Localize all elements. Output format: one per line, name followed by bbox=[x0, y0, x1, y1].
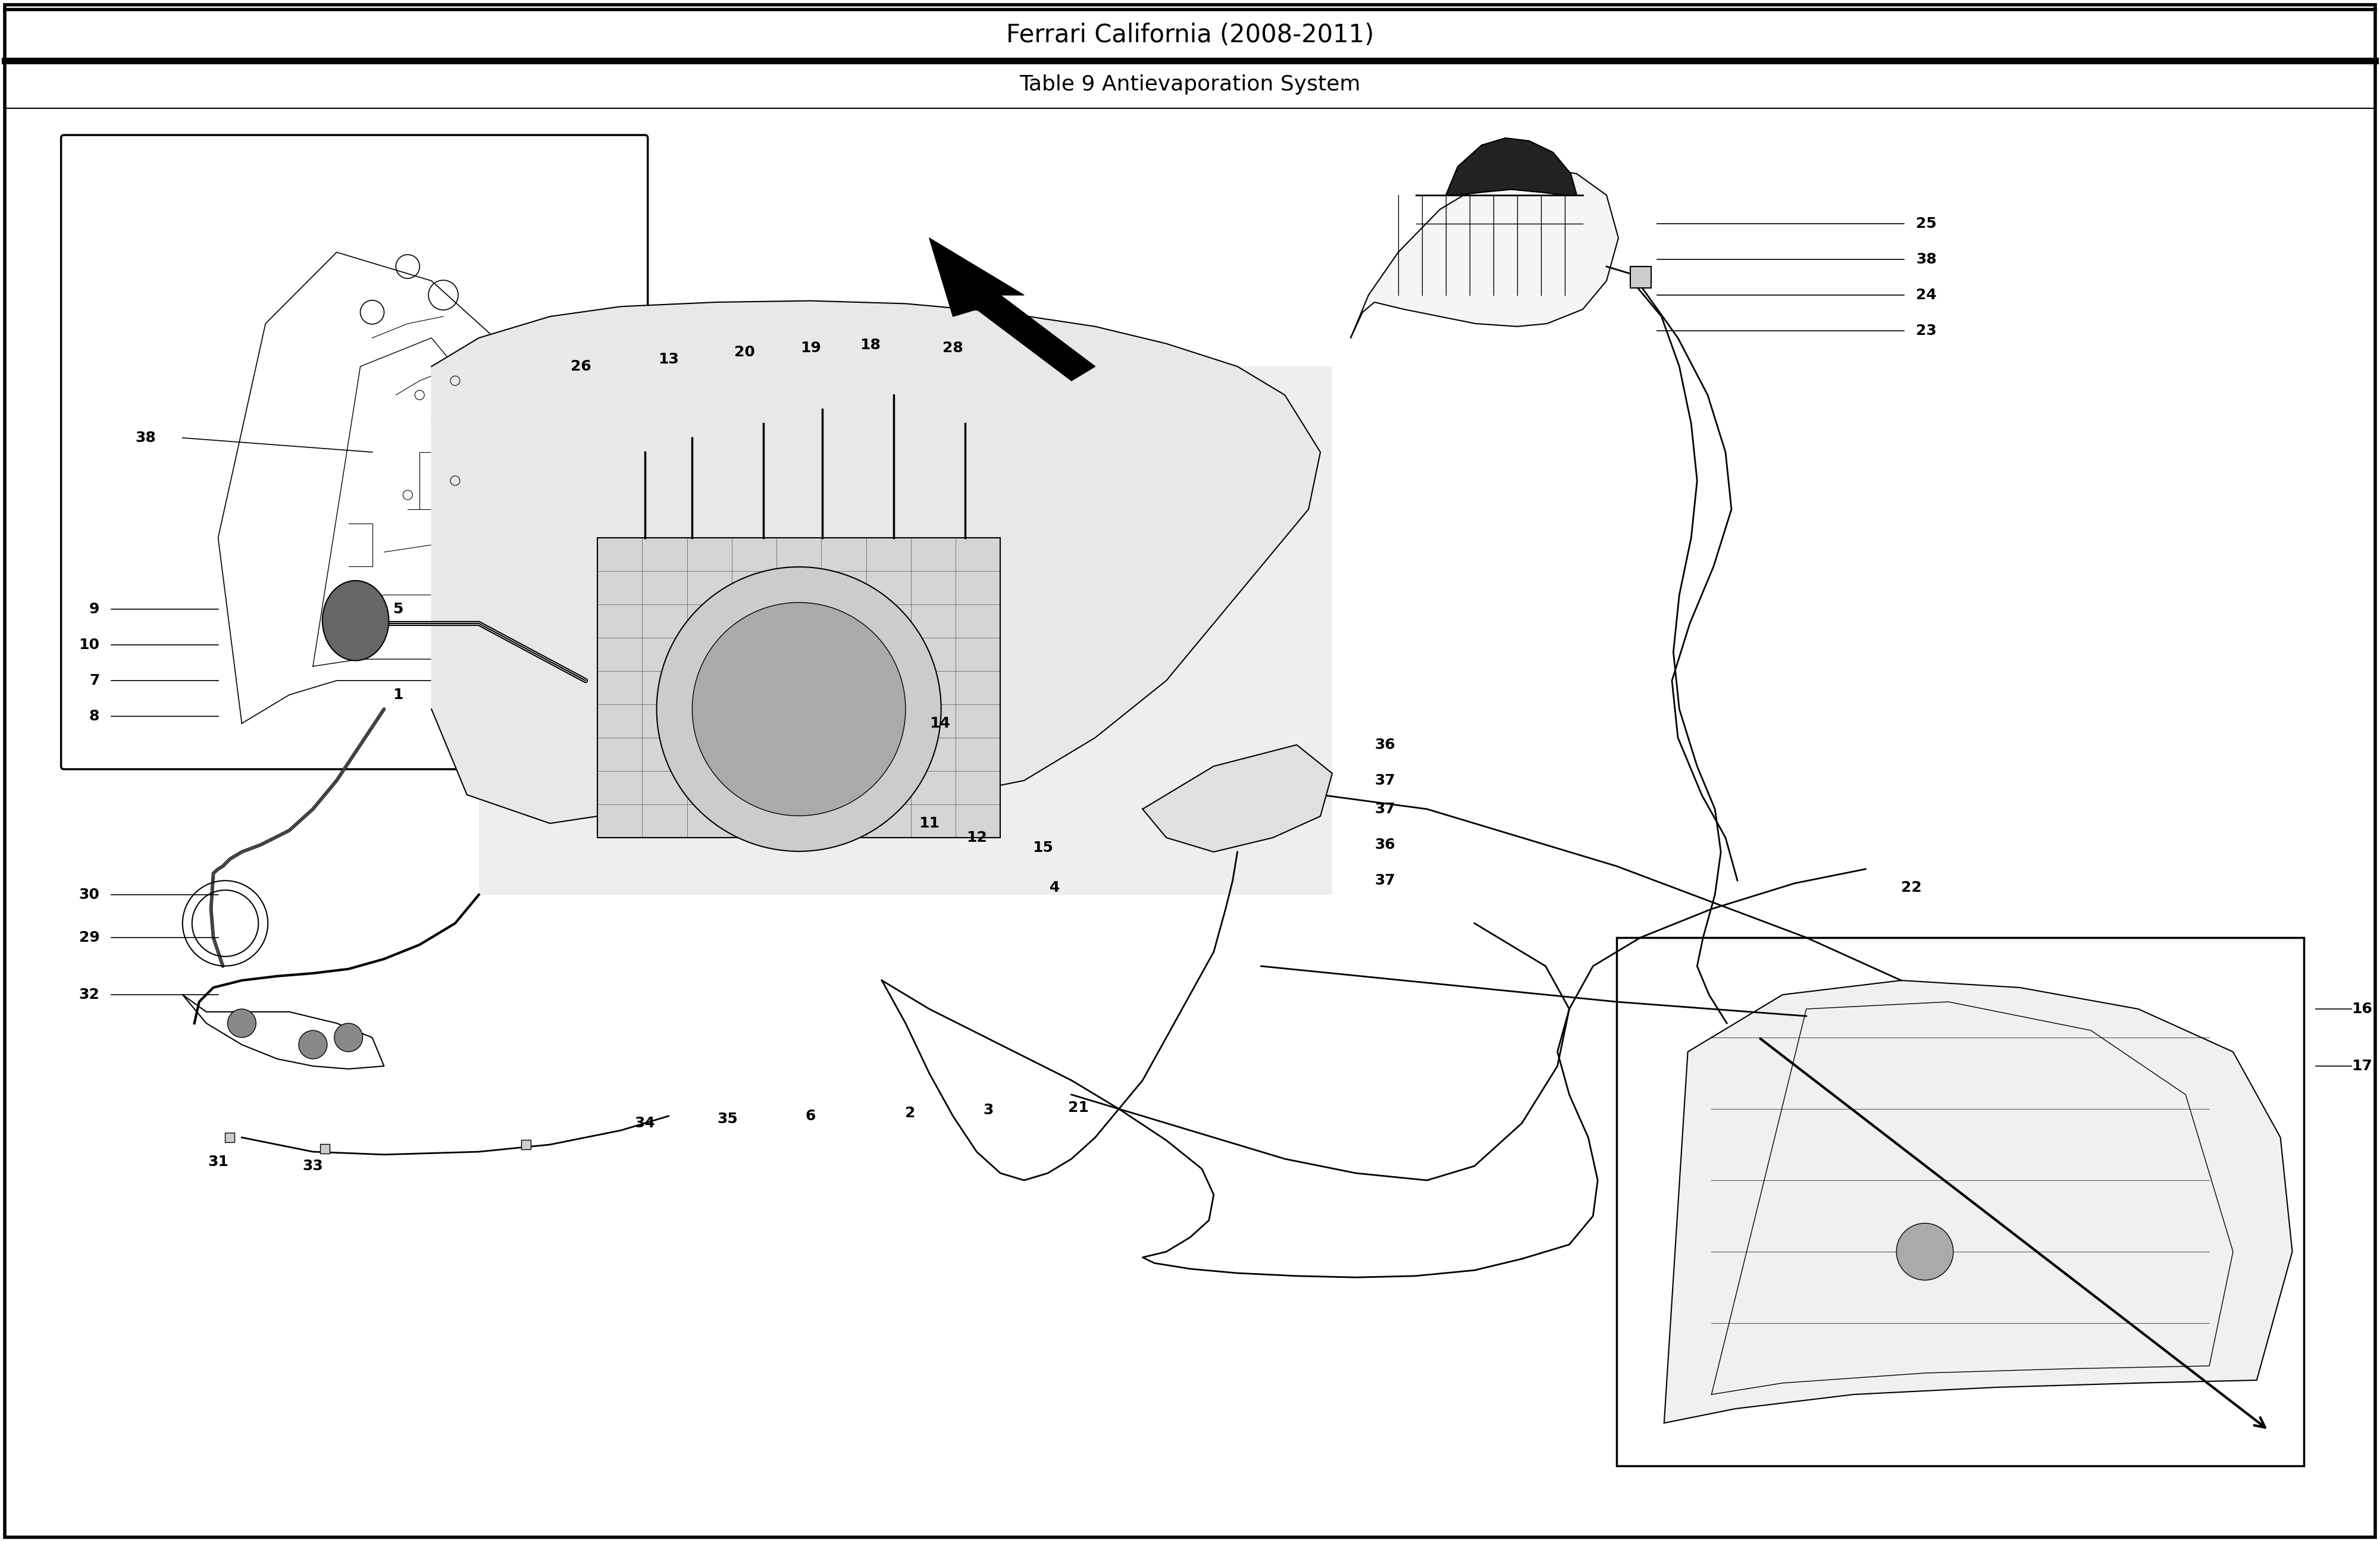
Text: 14: 14 bbox=[928, 717, 950, 731]
Text: 31: 31 bbox=[207, 1155, 228, 1169]
Text: 29: 29 bbox=[79, 930, 100, 945]
Polygon shape bbox=[1352, 167, 1618, 338]
Text: 28: 28 bbox=[942, 341, 964, 355]
Text: 15: 15 bbox=[1033, 840, 1054, 854]
Text: 23: 23 bbox=[1916, 324, 1937, 338]
Text: 9: 9 bbox=[88, 601, 100, 617]
Text: 34: 34 bbox=[635, 1116, 654, 1130]
Text: 30: 30 bbox=[79, 888, 100, 902]
Text: 11: 11 bbox=[919, 816, 940, 831]
Bar bbox=[1630, 267, 1652, 288]
Text: 38: 38 bbox=[1916, 253, 1937, 267]
Text: 3: 3 bbox=[983, 1103, 995, 1118]
Text: 25: 25 bbox=[1916, 216, 1937, 231]
FancyBboxPatch shape bbox=[1616, 938, 2304, 1466]
Text: 21: 21 bbox=[1069, 1101, 1090, 1115]
Text: 20: 20 bbox=[733, 345, 754, 359]
Text: 37: 37 bbox=[1376, 873, 1395, 888]
Bar bbox=[226, 1133, 236, 1143]
Text: 18: 18 bbox=[859, 338, 881, 352]
Text: 6: 6 bbox=[804, 1109, 816, 1123]
Text: 7: 7 bbox=[88, 674, 100, 688]
Polygon shape bbox=[1664, 981, 2292, 1423]
Text: 37: 37 bbox=[1376, 802, 1395, 816]
FancyBboxPatch shape bbox=[62, 136, 647, 769]
Text: Ferrari California (2008-2011): Ferrari California (2008-2011) bbox=[1007, 23, 1373, 48]
Text: 8: 8 bbox=[88, 709, 100, 723]
Polygon shape bbox=[1142, 745, 1333, 851]
Text: 13: 13 bbox=[659, 352, 678, 367]
Circle shape bbox=[657, 567, 940, 851]
Text: 22: 22 bbox=[1902, 880, 1921, 894]
Text: 2: 2 bbox=[904, 1106, 916, 1121]
Text: 16: 16 bbox=[2351, 1002, 2373, 1016]
Text: 10: 10 bbox=[79, 638, 100, 652]
Text: 19: 19 bbox=[800, 341, 821, 355]
Bar bbox=[521, 1140, 531, 1149]
Circle shape bbox=[693, 603, 904, 816]
Text: 37: 37 bbox=[1376, 774, 1395, 788]
Text: 12: 12 bbox=[966, 831, 988, 845]
Bar bbox=[478, 367, 1333, 894]
Text: 35: 35 bbox=[716, 1112, 738, 1126]
Text: Table 9 Antievaporation System: Table 9 Antievaporation System bbox=[1019, 74, 1361, 94]
Text: 26: 26 bbox=[571, 359, 590, 373]
Circle shape bbox=[228, 1008, 257, 1038]
Circle shape bbox=[1897, 1223, 1954, 1280]
Text: 36: 36 bbox=[1376, 737, 1395, 752]
Bar bbox=[597, 538, 1000, 837]
Text: 32: 32 bbox=[79, 987, 100, 1002]
Polygon shape bbox=[928, 237, 1095, 381]
Text: 5: 5 bbox=[393, 601, 402, 617]
Text: 33: 33 bbox=[302, 1160, 324, 1173]
Circle shape bbox=[300, 1030, 326, 1059]
Bar bbox=[319, 1144, 328, 1153]
Text: 24: 24 bbox=[1916, 288, 1937, 302]
Polygon shape bbox=[431, 301, 1321, 823]
Ellipse shape bbox=[321, 581, 388, 660]
Polygon shape bbox=[1447, 139, 1576, 196]
Text: 38: 38 bbox=[136, 430, 155, 446]
Text: 36: 36 bbox=[1376, 837, 1395, 851]
Text: 4: 4 bbox=[1050, 880, 1059, 894]
Text: 1: 1 bbox=[393, 688, 402, 702]
Text: 17: 17 bbox=[2351, 1059, 2373, 1073]
Circle shape bbox=[333, 1024, 362, 1052]
